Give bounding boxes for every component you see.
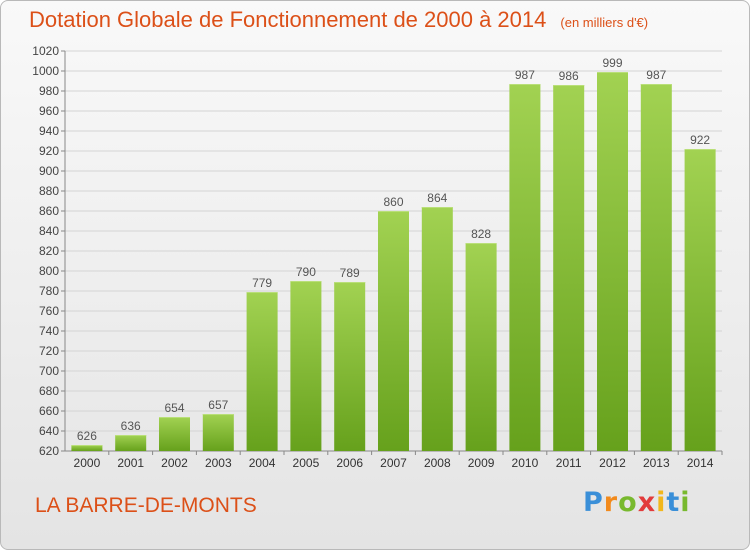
y-tick-label: 900 <box>39 164 59 178</box>
chart-subtitle: (en milliers d'€) <box>560 15 649 30</box>
logo-letter: t <box>666 487 681 518</box>
data-label: 654 <box>164 401 184 415</box>
x-tick-label: 2004 <box>249 456 276 470</box>
commune-name: LA BARRE-DE-MONTS <box>35 494 257 517</box>
data-label: 986 <box>559 69 579 83</box>
data-label: 626 <box>77 429 97 443</box>
logo-letter: o <box>618 487 638 518</box>
bar-2007 <box>378 211 409 451</box>
data-label: 789 <box>340 266 360 280</box>
y-tick-label: 720 <box>39 344 59 358</box>
y-tick-label: 800 <box>39 264 59 278</box>
bars <box>71 72 716 451</box>
bar-2010 <box>509 84 541 451</box>
data-label: 790 <box>296 265 316 279</box>
y-tick-label: 880 <box>39 184 59 198</box>
x-tick-labels: 2000 2001 2002 2003 2004 2005 2006 2007 2008 2009… <box>74 456 714 470</box>
x-tick-label: 2003 <box>205 456 232 470</box>
x-tick-label: 2014 <box>687 456 714 470</box>
y-tick-label: 700 <box>39 364 59 378</box>
data-label: 657 <box>208 398 228 412</box>
bar-2001 <box>115 435 147 451</box>
bar-2002 <box>159 417 190 451</box>
y-tick-label: 960 <box>39 104 59 118</box>
bar-2009 <box>465 243 497 451</box>
data-label: 922 <box>690 133 710 147</box>
data-label: 987 <box>515 68 535 82</box>
bar-2000 <box>71 445 103 451</box>
bar-2013 <box>640 84 672 451</box>
data-label: 636 <box>121 419 141 433</box>
y-tick-label: 860 <box>39 204 59 218</box>
x-tick-label: 2006 <box>336 456 363 470</box>
x-tick-label: 2013 <box>643 456 670 470</box>
y-tick-labels: 620 640 660 680 700 720 740 760 780 800 820 840 860 8… <box>32 44 59 458</box>
data-label: 828 <box>471 227 491 241</box>
proxiti-logo: Proxiti <box>583 487 691 518</box>
x-tick-label: 2002 <box>161 456 188 470</box>
logo-letter: r <box>603 487 619 518</box>
x-tick-label: 2007 <box>380 456 407 470</box>
data-label: 987 <box>646 68 666 82</box>
x-tick-label: 2011 <box>556 456 582 470</box>
x-tick-label: 2009 <box>468 456 495 470</box>
x-tick-label: 2008 <box>424 456 451 470</box>
bar-2014 <box>684 149 716 451</box>
y-tick-label: 920 <box>39 144 59 158</box>
chart-title-text: Dotation Globale de Fonctionnement de 20… <box>29 7 547 32</box>
logo-letter: i <box>656 487 667 518</box>
y-tick-label: 780 <box>39 284 59 298</box>
bar-2008 <box>421 207 453 451</box>
y-tick-label: 740 <box>39 324 59 338</box>
y-tick-label: 1000 <box>32 64 59 78</box>
logo-letter: x <box>637 487 657 518</box>
bar-2012 <box>597 72 628 451</box>
logo-letter: P <box>583 487 604 518</box>
x-tick-label: 2001 <box>117 456 144 470</box>
bar-2006 <box>334 282 366 451</box>
x-tick-label: 2010 <box>512 456 539 470</box>
bar-2005 <box>290 281 322 451</box>
chart-title: Dotation Globale de Fonctionnement de 20… <box>29 7 648 33</box>
y-tick-label: 820 <box>39 244 59 258</box>
y-tick-label: 640 <box>39 424 59 438</box>
x-tick-label: 2000 <box>74 456 101 470</box>
data-label: 999 <box>602 56 622 70</box>
y-tick-label: 840 <box>39 224 59 238</box>
y-tick-label: 980 <box>39 84 59 98</box>
y-tick-label: 760 <box>39 304 59 318</box>
data-label: 779 <box>252 276 272 290</box>
x-tick-label: 2012 <box>599 456 626 470</box>
logo-letter: i <box>680 487 691 518</box>
data-label: 864 <box>427 191 447 205</box>
bar-2003 <box>202 414 234 451</box>
bar-2004 <box>246 292 278 451</box>
bar-2011 <box>553 85 585 451</box>
y-tick-label: 940 <box>39 124 59 138</box>
y-tick-label: 660 <box>39 404 59 418</box>
y-tick-label: 620 <box>39 444 59 458</box>
data-labels: 626 636 654 657 779 790 789 860 864 828 987 986 999 9… <box>77 56 711 443</box>
data-label: 860 <box>383 195 403 209</box>
y-tick-label: 1020 <box>32 44 59 58</box>
y-tick-label: 680 <box>39 384 59 398</box>
x-tick-label: 2005 <box>293 456 320 470</box>
